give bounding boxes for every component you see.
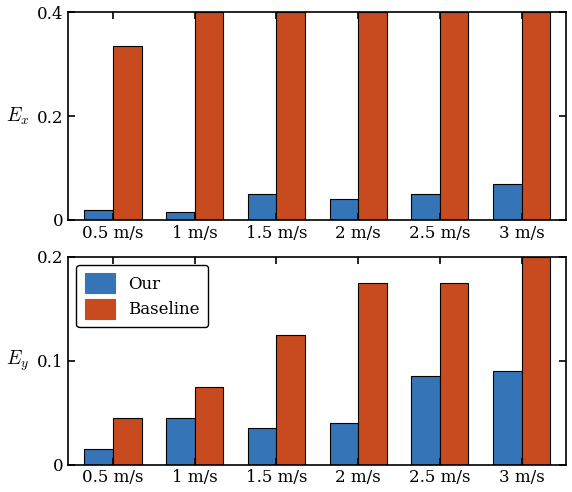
Bar	[113, 46, 142, 220]
Bar	[85, 210, 113, 220]
Bar	[248, 428, 276, 464]
Bar	[358, 12, 387, 220]
Bar	[276, 335, 305, 464]
Bar	[522, 12, 550, 220]
Y-axis label: $E_x$: $E_x$	[6, 105, 29, 126]
Bar	[358, 283, 387, 464]
Bar	[166, 212, 194, 220]
Bar	[194, 387, 223, 464]
Bar	[493, 371, 522, 464]
Bar	[85, 449, 113, 464]
Legend: Our, Baseline: Our, Baseline	[77, 265, 208, 327]
Bar	[166, 418, 194, 464]
Bar	[329, 423, 358, 464]
Bar	[329, 199, 358, 220]
Bar	[411, 376, 440, 464]
Bar	[440, 12, 468, 220]
Bar	[493, 184, 522, 220]
Y-axis label: $E_y$: $E_y$	[6, 348, 29, 373]
Bar	[194, 12, 223, 220]
Bar	[276, 12, 305, 220]
Bar	[440, 283, 468, 464]
Bar	[411, 194, 440, 220]
Bar	[522, 257, 550, 464]
Bar	[113, 418, 142, 464]
Bar	[248, 194, 276, 220]
